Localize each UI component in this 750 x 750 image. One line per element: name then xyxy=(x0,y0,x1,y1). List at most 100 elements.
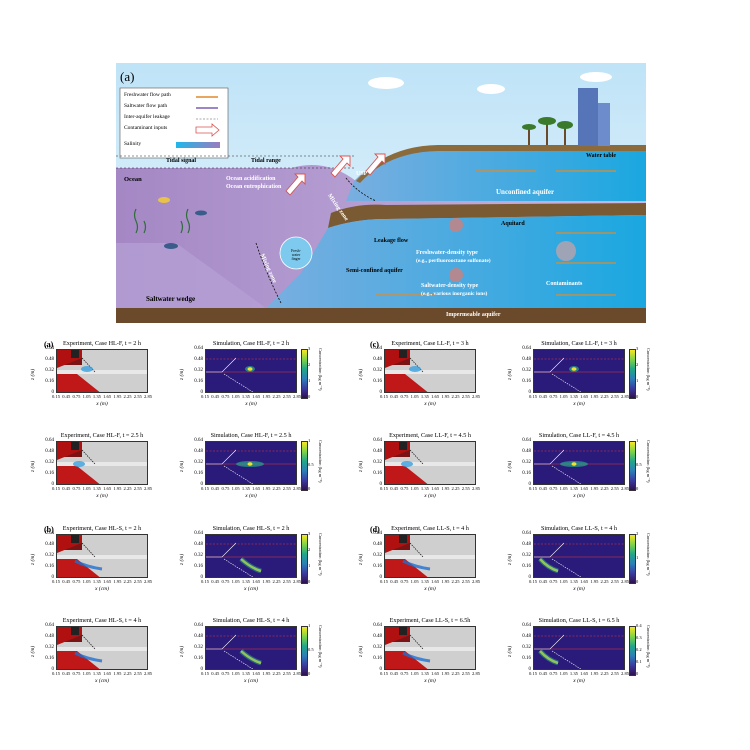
subplot-title: Simulation, Case LL-F, t = 3 h xyxy=(541,340,617,347)
y-tick-label: 0 xyxy=(379,575,383,580)
y-tick-label: 0.64 xyxy=(45,438,54,443)
x-tick-label: 1.95 xyxy=(590,394,599,399)
y-tick-label: 0.64 xyxy=(45,623,54,628)
x-axis-label: x (m) xyxy=(573,401,585,407)
x-tick-label: 2.85 xyxy=(472,486,481,491)
y-tick-label: 0.32 xyxy=(373,460,382,465)
y-tick-label: 0.16 xyxy=(45,564,54,569)
x-tick-label: 0.15 xyxy=(529,579,538,584)
x-tick-label: 1.35 xyxy=(420,394,429,399)
y-tick-label: 0.16 xyxy=(45,471,54,476)
simulation-plot: Simulation, Case HL-S, t = 2 h 0.64 0.48 0… xyxy=(179,525,323,605)
colorbar xyxy=(301,441,308,491)
x-tick-label: 0.15 xyxy=(201,486,210,491)
simulation-field xyxy=(533,626,625,670)
building-icon xyxy=(578,88,610,146)
y-tick-label: 0.16 xyxy=(373,656,382,661)
y-tick-label: 0.48 xyxy=(194,449,203,454)
x-tick-label: 1.95 xyxy=(441,486,450,491)
colorbar-tick: 0 xyxy=(308,394,311,399)
y-axis-label: z (m) xyxy=(30,645,36,657)
x-tick-label: 0.45 xyxy=(539,486,548,491)
x-tick-label: 0.15 xyxy=(380,394,389,399)
y-tick-label: 0.64 xyxy=(194,623,203,628)
x-tick-label: 2.25 xyxy=(600,579,609,584)
x-tick-label: 2.85 xyxy=(293,579,302,584)
x-tick-label: 2.55 xyxy=(610,671,619,676)
x-tick-label: 1.95 xyxy=(262,579,271,584)
x-tick-label: 1.65 xyxy=(252,671,261,676)
subplot-title: Experiment, Case LL-F, t = 4.5 h xyxy=(389,432,471,439)
label-ocean: Ocean xyxy=(124,176,142,183)
x-tick-label: 0.75 xyxy=(400,394,409,399)
x-tick-label: 0.75 xyxy=(72,671,81,676)
subplot-title: Experiment, Case HL-S, t = 4 h xyxy=(62,617,142,624)
y-tick-label: 0 xyxy=(51,667,55,672)
x-tick-label: 2.55 xyxy=(133,671,142,676)
x-tick-label: 0.45 xyxy=(62,579,71,584)
simulation-field xyxy=(205,441,297,485)
colorbar-tick: 0 xyxy=(636,671,639,676)
y-tick-label: 0.64 xyxy=(522,346,531,351)
x-tick-label: 1.05 xyxy=(559,579,568,584)
experiment-photo xyxy=(384,534,476,578)
x-tick-label: 1.95 xyxy=(113,671,122,676)
x-tick-label: 0.75 xyxy=(72,579,81,584)
x-tick-label: 1.05 xyxy=(82,579,91,584)
x-tick-label: 2.25 xyxy=(600,394,609,399)
x-tick-label: 2.85 xyxy=(472,394,481,399)
x-tick-label: 2.55 xyxy=(282,486,291,491)
colorbar-label: Concentration (kg m⁻³) xyxy=(318,440,323,483)
x-tick-label: 0.75 xyxy=(549,671,558,676)
x-tick-label: 1.65 xyxy=(103,671,112,676)
y-tick-label: 0 xyxy=(528,575,532,580)
x-tick-label: 0.15 xyxy=(52,486,61,491)
x-tick-label: 2.85 xyxy=(621,486,630,491)
x-tick-label: 2.55 xyxy=(282,579,291,584)
x-tick-label: 1.95 xyxy=(590,486,599,491)
contaminant-blob-1 xyxy=(449,218,463,232)
x-tick-label: 0.15 xyxy=(380,579,389,584)
colorbar-tick: 3 xyxy=(308,346,311,351)
schematic-panel-label: (a) xyxy=(120,69,135,84)
colorbar-tick: 1 xyxy=(308,623,311,628)
x-tick-label: 1.65 xyxy=(580,579,589,584)
x-tick-label: 2.85 xyxy=(621,394,630,399)
colorbar xyxy=(301,349,308,399)
x-tick-label: 1.35 xyxy=(241,394,250,399)
x-tick-label: 2.55 xyxy=(133,394,142,399)
y-tick-label: 0.16 xyxy=(45,656,54,661)
x-tick-label: 2.55 xyxy=(610,486,619,491)
x-tick-label: 1.65 xyxy=(103,579,112,584)
x-tick-label: 2.55 xyxy=(282,394,291,399)
colorbar-tick: 2 xyxy=(308,362,311,367)
simulation-field xyxy=(533,349,625,393)
x-axis-label: x (m) xyxy=(245,493,257,499)
x-tick-label: 1.35 xyxy=(92,394,101,399)
colorbar-tick: 0 xyxy=(636,579,639,584)
subplot-title: Simulation, Case HL-S, t = 4 h xyxy=(212,617,290,624)
x-tick-label: 2.55 xyxy=(461,671,470,676)
x-tick-label: 1.05 xyxy=(82,394,91,399)
x-tick-label: 2.55 xyxy=(282,671,291,676)
colorbar-tick: 0 xyxy=(308,671,311,676)
legend-item-leakage: Inter-aquifer leakage xyxy=(124,114,170,120)
x-axis-label: x (cm) xyxy=(95,678,109,684)
y-tick-label: 0.64 xyxy=(194,346,203,351)
label-freshwater-density-example: (e.g., perfluorooctane sulfonate) xyxy=(416,258,491,264)
y-tick-label: 0.64 xyxy=(373,438,382,443)
y-tick-label: 0 xyxy=(379,390,383,395)
x-tick-label: 1.35 xyxy=(569,579,578,584)
x-axis-label: x (m) xyxy=(573,493,585,499)
x-tick-label: 1.05 xyxy=(410,579,419,584)
y-tick-label: 0 xyxy=(51,482,55,487)
freshwater-flow-arrows xyxy=(376,170,616,296)
colorbar-label: Concentration (kg m⁻³) xyxy=(646,533,651,576)
colorbar-label: Concentration (kg m⁻³) xyxy=(646,440,651,483)
subplot-title: Experiment, Case LL-F, t = 3 h xyxy=(391,340,469,347)
x-tick-label: 0.45 xyxy=(211,671,220,676)
x-tick-label: 2.25 xyxy=(451,486,460,491)
colorbar-tick: 3 xyxy=(308,531,311,536)
subplot-title: Experiment, Case HL-F, t = 2 h xyxy=(63,340,141,347)
y-tick-label: 0.64 xyxy=(45,531,54,536)
